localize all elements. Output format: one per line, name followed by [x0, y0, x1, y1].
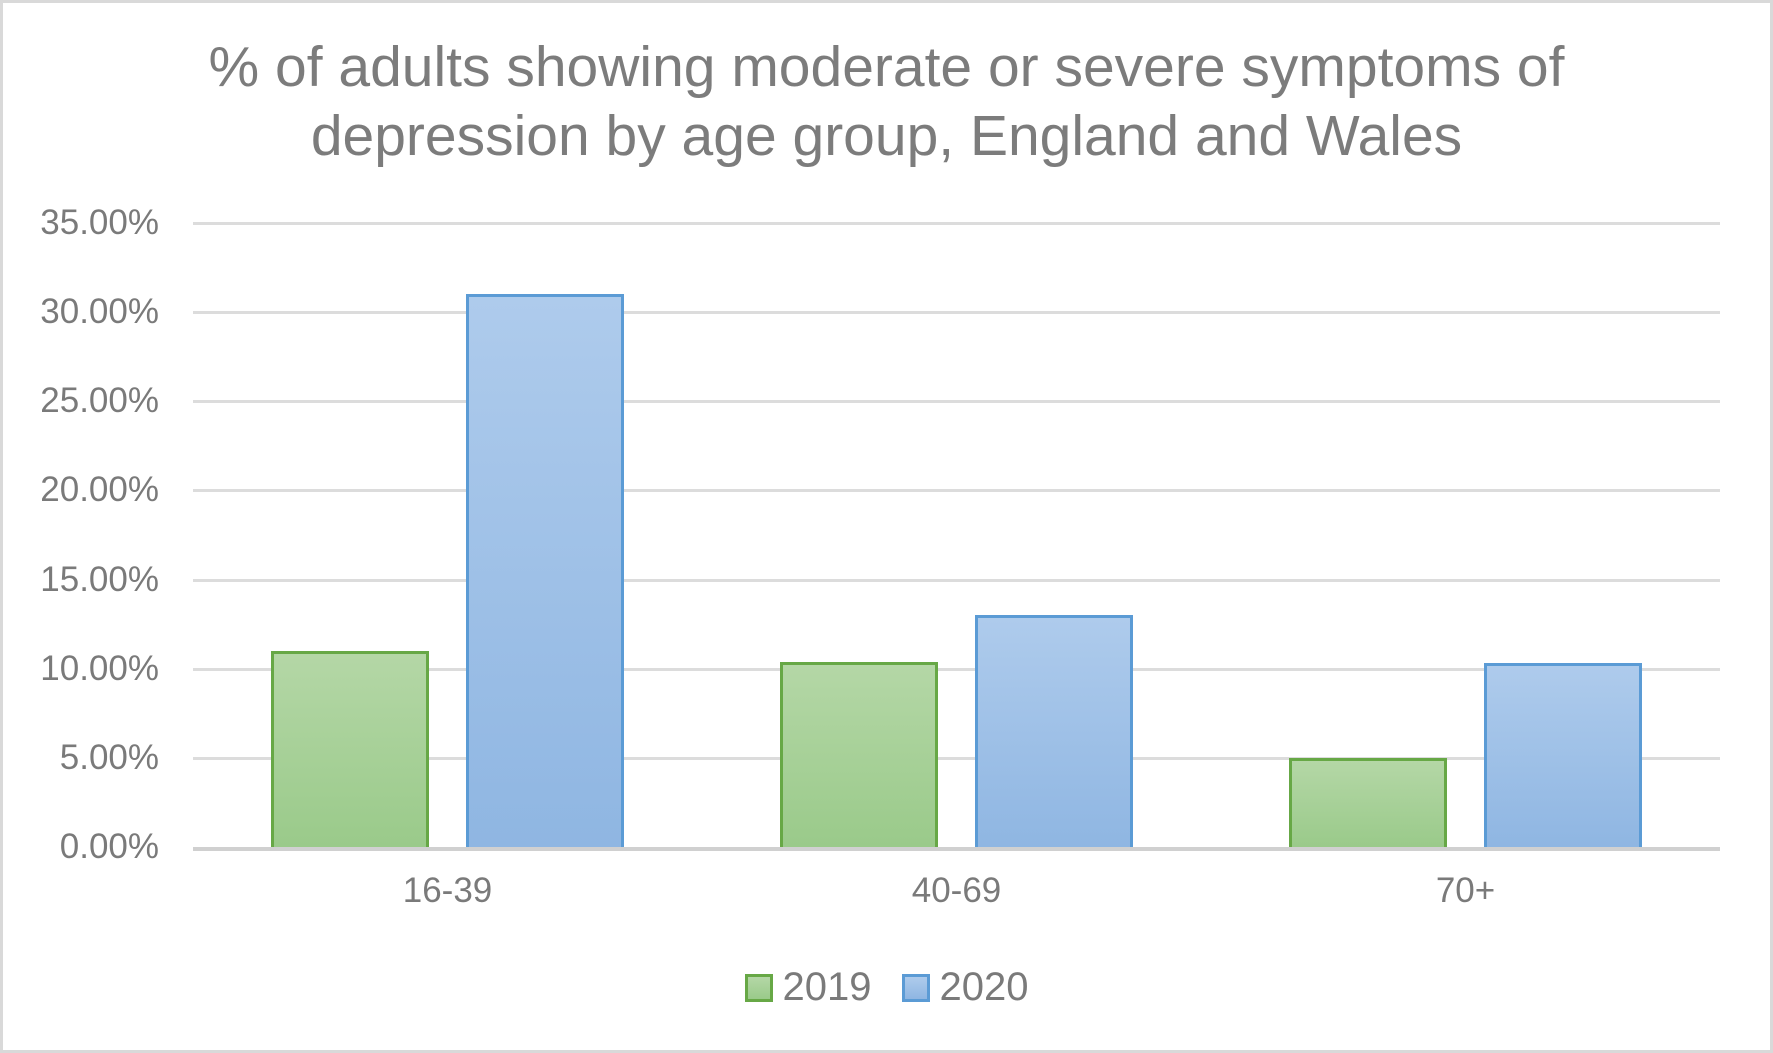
chart-title-line-1: % of adults showing moderate or severe s…: [208, 35, 1565, 99]
legend: 2019 2020: [3, 965, 1770, 1010]
bar-group-70+: [1211, 223, 1720, 847]
x-tick-label-70+: 70+: [1435, 871, 1496, 910]
x-axis-baseline: [193, 847, 1720, 851]
gridline: [193, 756, 1720, 760]
gridline: [193, 667, 1720, 671]
gridline: [193, 311, 1720, 315]
x-tick-label-16-39: 16-39: [402, 871, 493, 910]
y-tick-label: 35.00%: [40, 203, 159, 242]
legend-swatch-2019: [744, 973, 773, 1002]
bars-row: [193, 223, 1720, 847]
y-tick-label: 25.00%: [40, 381, 159, 421]
gridline: [193, 489, 1720, 493]
bar-2020-70+: [1484, 663, 1642, 847]
plot-area: [193, 222, 1720, 851]
legend-label-2020: 2020: [939, 965, 1029, 1009]
x-tick-label-40-69: 40-69: [911, 871, 1002, 910]
chart-title-line-2: depression by age group, England and Wal…: [310, 103, 1463, 168]
bar-2019-16-39: [271, 650, 429, 847]
legend-item-2020: 2020: [901, 965, 1029, 1010]
bar-2019-70+: [1289, 757, 1447, 847]
legend-swatch-2020: [901, 973, 930, 1002]
gridline: [193, 400, 1720, 404]
gridline: [193, 222, 1720, 225]
y-tick-label: 30.00%: [40, 292, 159, 332]
y-tick-label: 15.00%: [40, 559, 159, 599]
y-tick-label: 0.00%: [59, 827, 159, 866]
bar-2019-40-69: [780, 661, 938, 847]
legend-label-2019: 2019: [782, 965, 872, 1009]
gridline: [193, 578, 1720, 582]
legend-item-2019: 2019: [744, 965, 872, 1010]
x-axis-labels: 16-39 40-69 70+: [193, 871, 1720, 911]
y-tick-label: 10.00%: [40, 648, 159, 688]
bar-2020-16-39: [466, 294, 624, 847]
bar-group-16-39: [193, 223, 702, 847]
chart-title: % of adults showing moderate or severe s…: [3, 33, 1770, 171]
y-tick-label: 5.00%: [59, 737, 159, 777]
bar-group-40-69: [702, 223, 1211, 847]
y-tick-label: 20.00%: [40, 470, 159, 510]
bar-2020-40-69: [975, 615, 1133, 847]
